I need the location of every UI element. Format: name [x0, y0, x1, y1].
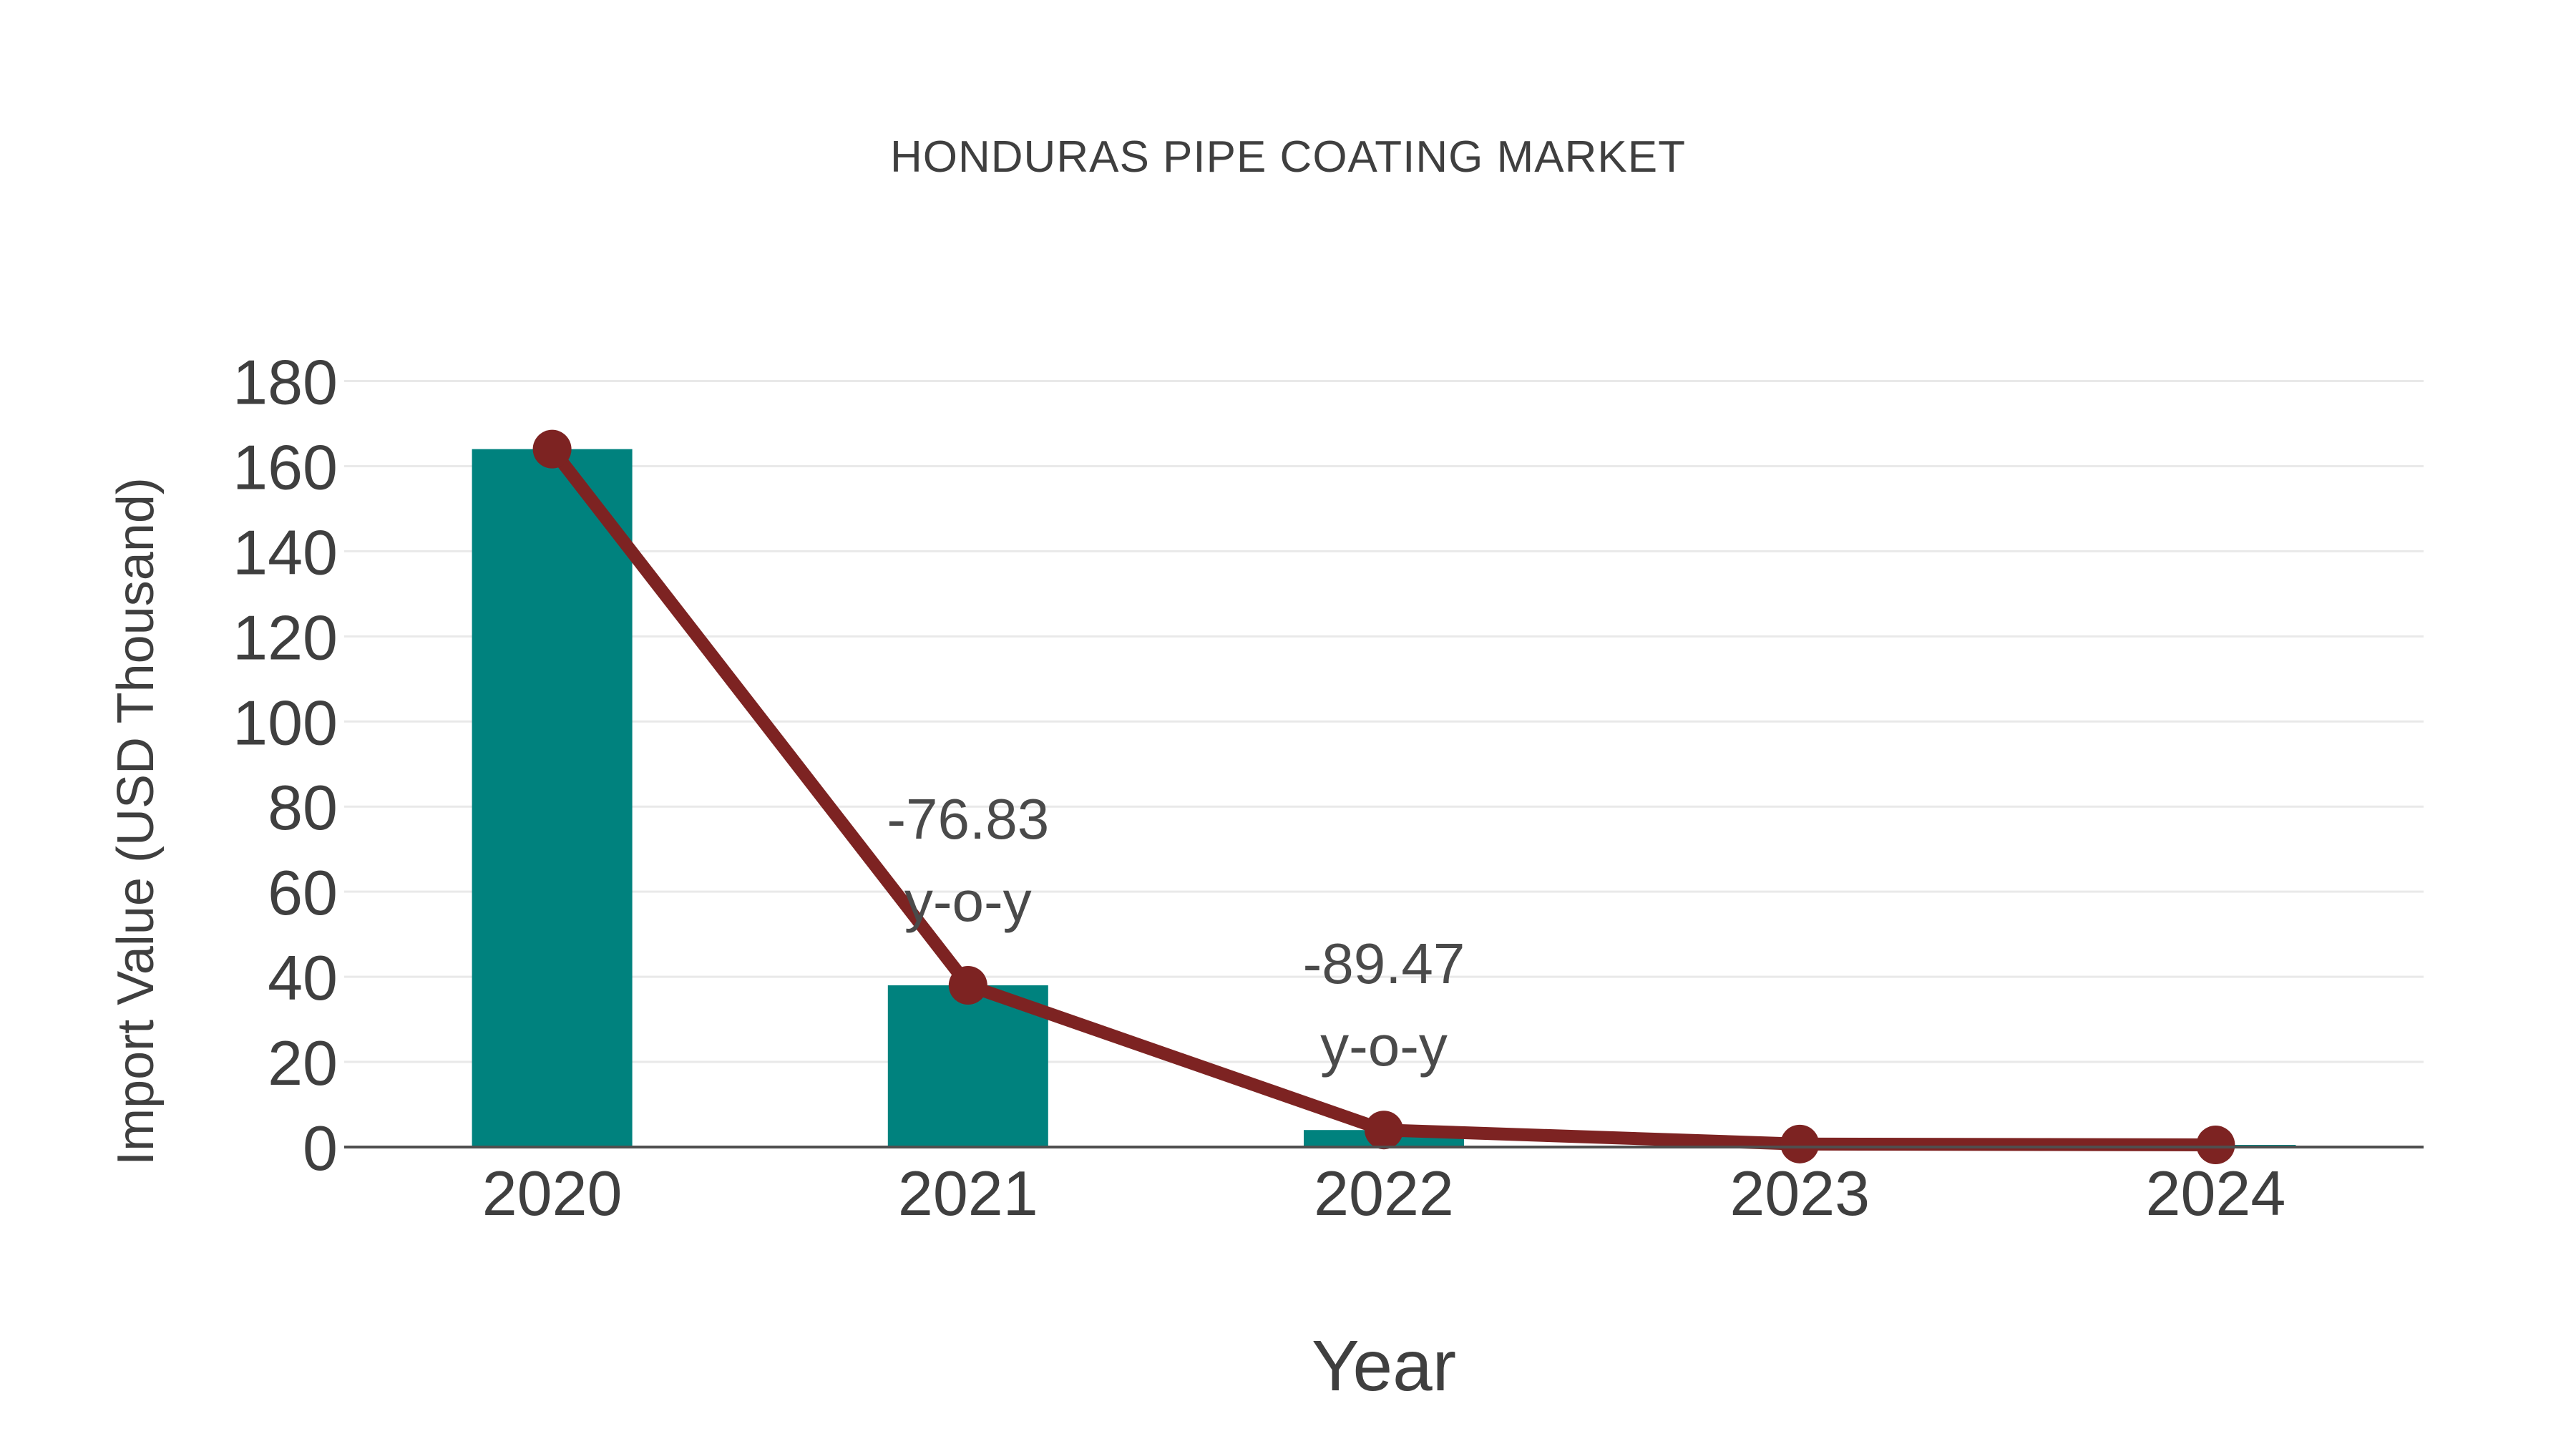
x-tick-2021: 2021 [898, 1158, 1038, 1229]
x-tick-2020: 2020 [482, 1158, 623, 1229]
marker-2020 [532, 429, 572, 469]
marker-2024 [2196, 1126, 2235, 1165]
y-tick-140: 140 [233, 517, 338, 587]
y-tick-120: 120 [233, 602, 338, 673]
y-tick-40: 40 [268, 942, 338, 1013]
annotation-2021-label: y-o-y [904, 869, 1032, 933]
bar-2021 [887, 985, 1048, 1147]
y-tick-0: 0 [303, 1113, 338, 1184]
x-tick-2022: 2022 [1314, 1158, 1454, 1229]
annotation-2022-value: -89.47 [1303, 932, 1465, 995]
marker-2021 [948, 966, 987, 1005]
bar-2020 [472, 449, 633, 1147]
annotation-2022-label: y-o-y [1320, 1014, 1448, 1078]
annotation-2021-value: -76.83 [887, 787, 1049, 851]
y-tick-160: 160 [233, 431, 338, 502]
y-tick-20: 20 [268, 1028, 338, 1098]
y-tick-100: 100 [233, 687, 338, 758]
chart-title: HONDURAS PIPE COATING MARKET [890, 132, 1686, 182]
y-tick-80: 80 [268, 772, 338, 843]
marker-2023 [1780, 1124, 1820, 1163]
y-tick-180: 180 [233, 347, 338, 418]
x-axis-title: Year [1311, 1326, 1457, 1406]
x-tick-2024: 2024 [2146, 1158, 2286, 1229]
marker-2022 [1365, 1111, 1403, 1150]
x-tick-2023: 2023 [1729, 1158, 1870, 1229]
y-tick-60: 60 [268, 857, 338, 928]
